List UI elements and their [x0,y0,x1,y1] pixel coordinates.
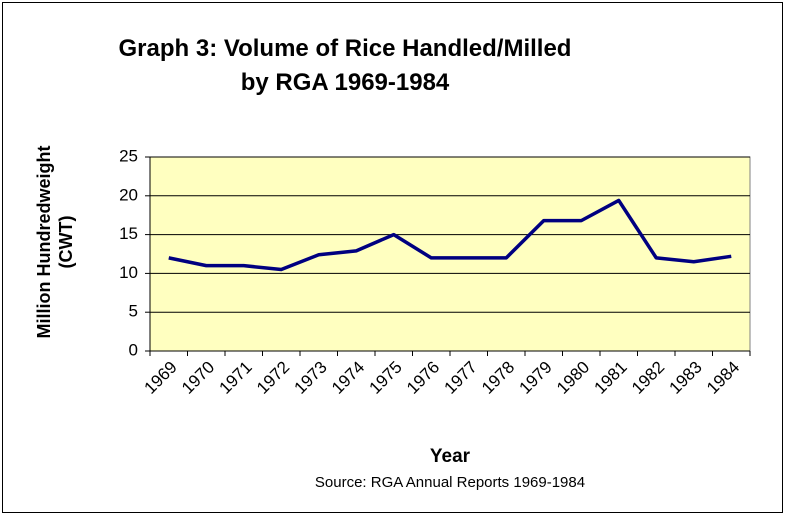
y-tick-label: 15 [119,224,138,243]
x-axis-label: Year [430,446,471,467]
y-tick-label: 10 [119,263,138,282]
source: Source: RGA Annual Reports 1969-1984 [315,474,585,491]
data-line [168,198,732,272]
y-tick-label: 0 [129,340,138,359]
plot-area [149,156,751,352]
y-axis-label: Million Hundredweight (CWT) [34,145,76,339]
chart-title: Graph 3: Volume of Rice Handled/Milled b… [118,35,572,96]
y-tick-label: 20 [119,185,138,204]
y-tick-label: 5 [129,302,138,321]
y-tick-label: 25 [119,146,138,165]
